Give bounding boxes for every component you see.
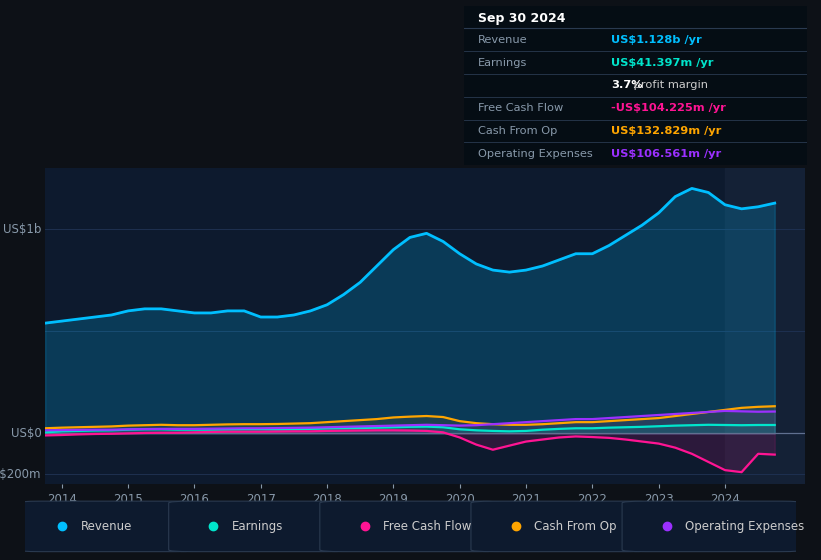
Text: Operating Expenses: Operating Expenses xyxy=(686,520,805,533)
FancyBboxPatch shape xyxy=(471,501,653,552)
Text: profit margin: profit margin xyxy=(631,81,709,90)
Text: US$41.397m /yr: US$41.397m /yr xyxy=(612,58,714,68)
Text: 3.7%: 3.7% xyxy=(612,81,643,90)
FancyBboxPatch shape xyxy=(622,501,804,552)
Text: Revenue: Revenue xyxy=(80,520,132,533)
Text: US$132.829m /yr: US$132.829m /yr xyxy=(612,126,722,136)
Text: -US$200m: -US$200m xyxy=(0,468,41,480)
Text: Earnings: Earnings xyxy=(232,520,283,533)
Text: Operating Expenses: Operating Expenses xyxy=(478,149,592,159)
Text: US$106.561m /yr: US$106.561m /yr xyxy=(612,149,722,159)
FancyBboxPatch shape xyxy=(17,501,199,552)
Text: -US$104.225m /yr: -US$104.225m /yr xyxy=(612,103,727,113)
Text: US$0: US$0 xyxy=(11,427,41,440)
Text: Cash From Op: Cash From Op xyxy=(478,126,557,136)
Bar xyxy=(725,168,805,484)
Text: Sep 30 2024: Sep 30 2024 xyxy=(478,12,565,25)
Text: Cash From Op: Cash From Op xyxy=(534,520,617,533)
Text: Earnings: Earnings xyxy=(478,58,527,68)
Text: Free Cash Flow: Free Cash Flow xyxy=(383,520,471,533)
Text: Free Cash Flow: Free Cash Flow xyxy=(478,103,563,113)
FancyBboxPatch shape xyxy=(320,501,501,552)
Text: Revenue: Revenue xyxy=(478,35,527,45)
Text: US$1b: US$1b xyxy=(3,223,41,236)
Text: US$1.128b /yr: US$1.128b /yr xyxy=(612,35,702,45)
FancyBboxPatch shape xyxy=(168,501,350,552)
